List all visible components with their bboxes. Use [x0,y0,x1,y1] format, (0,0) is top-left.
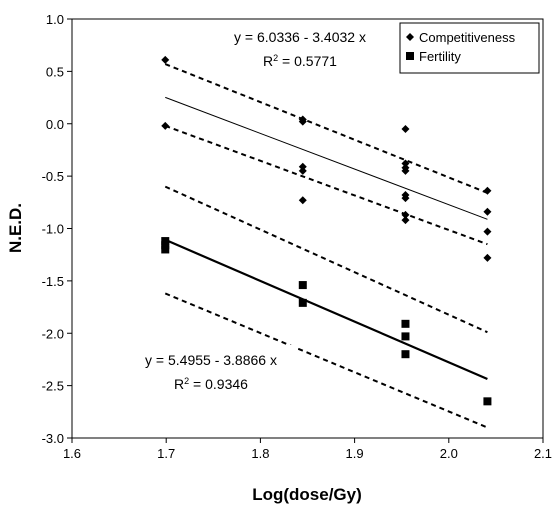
y-tick-label: 0.0 [46,117,64,132]
fertility-point [401,332,410,341]
fertility-point [298,281,307,290]
competitiveness-point [161,55,170,64]
fertility-point [401,350,410,359]
competitiveness-point [483,186,492,195]
fertility-lower-confidence-band [164,292,488,429]
r2-fertility: R2 = 0.9346 [174,376,248,392]
competitiveness-upper-confidence-band [164,63,488,194]
x-tick-label: 2.0 [440,446,458,461]
fertility-point [298,298,307,307]
y-tick-label: -0.5 [42,169,64,184]
legend-square-icon [406,52,414,60]
data-points [161,55,492,406]
fertility-point [161,237,170,246]
fertility-regression-line [164,238,488,381]
fertility-point [401,319,410,328]
y-axis-title: N.E.D. [6,203,25,253]
competitiveness-point [401,216,410,225]
y-tick-label: -2.0 [42,326,64,341]
legend-diamond-icon [406,33,414,41]
competitiveness-point [483,253,492,262]
equation-competitiveness-text: y = 6.0336 - 3.4032 x [234,29,366,45]
x-axis-title: Log(dose/Gy) [252,485,362,504]
x-tick-label: 1.6 [63,446,81,461]
legend-label-fertility: Fertility [419,49,461,64]
x-tick-label: 1.9 [346,446,364,461]
competitiveness-point [298,117,307,126]
legend-box [399,22,540,74]
r2-competitiveness: R2 = 0.5771 [263,53,337,69]
equation-fertility-text: y = 5.4955 - 3.8866 x [145,352,277,368]
x-tick-label: 1.8 [251,446,269,461]
legend: Competitiveness Fertility [399,22,540,74]
competitiveness-point [483,207,492,216]
x-tick-label: 2.1 [534,446,552,461]
regression-lines [164,96,488,381]
competitiveness-point [401,159,410,168]
competitiveness-point [161,121,170,130]
fertility-upper-confidence-band [164,185,488,334]
x-tick-label: 1.7 [157,446,175,461]
competitiveness-point [483,227,492,236]
y-tick-label: -2.5 [42,379,64,394]
competitiveness-point [401,194,410,203]
equation-fertility: y = 5.4955 - 3.8866 x R2 = 0.9346 [124,345,298,397]
fertility-point [483,397,492,406]
competitiveness-regression-line [165,96,488,220]
y-tick-label: 1.0 [46,12,64,27]
tick-layer: 1.6 1.7 1.8 1.9 2.0 2.1 1.0 0.5 0.0 -0.5 -1.0 -1.5 -… [42,12,552,461]
y-tick-label: 0.5 [46,64,64,79]
y-tick-label: -1.5 [42,274,64,289]
competitiveness-point [401,166,410,175]
legend-label-competitiveness: Competitiveness [419,30,516,45]
confidence-bands [164,63,488,429]
competitiveness-lower-confidence-band [164,124,488,246]
competitiveness-point [401,210,410,219]
competitiveness-point [298,166,307,175]
y-tick-label: -1.0 [42,222,64,237]
equation-competitiveness: y = 6.0336 - 3.4032 x R2 = 0.5771 [213,22,387,72]
fertility-point [161,245,170,254]
y-tick-label: -3.0 [42,431,64,446]
competitiveness-point [401,124,410,133]
competitiveness-point [298,162,307,171]
fertility-point [161,241,170,250]
competitiveness-point [298,196,307,205]
